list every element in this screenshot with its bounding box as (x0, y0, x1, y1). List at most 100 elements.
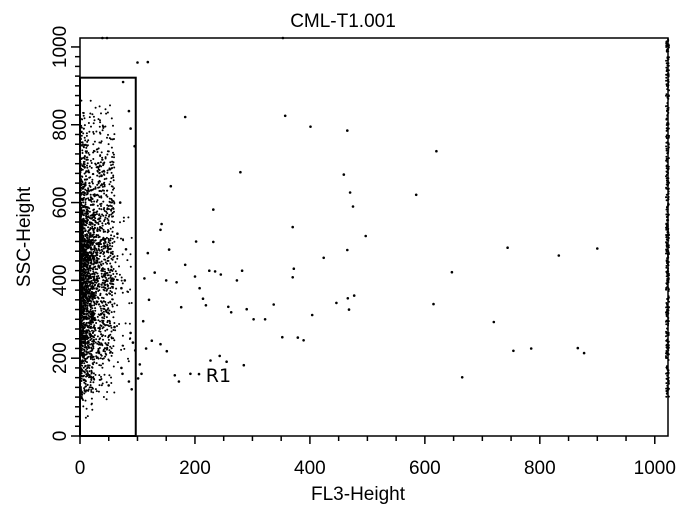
data-point (105, 112, 108, 115)
data-point (84, 416, 87, 419)
data-point (90, 389, 93, 391)
data-point (86, 415, 89, 418)
data-point (96, 148, 99, 151)
data-point (108, 359, 111, 362)
data-point (91, 282, 94, 285)
data-point (91, 298, 94, 301)
data-point (104, 303, 107, 306)
data-point (84, 365, 87, 368)
data-point (120, 237, 122, 240)
data-point (108, 214, 111, 216)
data-point (175, 281, 178, 284)
data-point (665, 372, 668, 375)
data-point (108, 319, 111, 322)
data-point (100, 272, 103, 275)
data-point (240, 269, 244, 273)
data-point (112, 283, 115, 286)
data-point (104, 342, 107, 345)
data-point (197, 372, 201, 376)
data-point (104, 270, 106, 273)
data-point (110, 234, 113, 237)
data-point (92, 338, 95, 341)
data-point (96, 210, 99, 213)
chart-title: CML-T1.001 (290, 11, 396, 32)
data-point (100, 226, 103, 229)
data-point (83, 307, 86, 310)
data-point (90, 162, 93, 164)
data-point (99, 263, 102, 266)
data-point (130, 388, 133, 391)
data-point (81, 149, 84, 152)
data-point (95, 200, 98, 203)
data-point (92, 300, 95, 303)
data-point (89, 255, 91, 258)
data-point (118, 265, 120, 268)
data-point (85, 134, 88, 137)
data-point (103, 255, 106, 258)
data-point (92, 391, 95, 394)
data-point (102, 228, 105, 231)
data-point (97, 248, 100, 250)
data-point (96, 268, 99, 271)
data-point (87, 256, 90, 259)
data-point (92, 259, 95, 262)
data-point (84, 323, 87, 326)
data-point (90, 254, 93, 257)
data-point (80, 377, 83, 380)
data-point (87, 317, 90, 320)
data-point (82, 332, 85, 335)
data-point (83, 124, 86, 127)
data-point (209, 359, 212, 362)
data-point (106, 262, 108, 265)
data-points (79, 36, 670, 419)
data-point (113, 133, 116, 136)
data-point (110, 205, 113, 208)
data-point (91, 113, 94, 116)
data-point (281, 335, 284, 339)
data-point (88, 210, 91, 213)
data-point (94, 329, 97, 332)
data-point (107, 287, 110, 290)
data-point (93, 278, 96, 281)
data-point (93, 119, 96, 122)
data-point (113, 194, 116, 197)
data-point (86, 338, 89, 341)
data-point (95, 338, 98, 341)
data-point (83, 330, 86, 333)
data-point (93, 224, 96, 227)
data-point (93, 245, 96, 247)
data-point (85, 193, 88, 196)
data-point (112, 329, 115, 331)
data-point (104, 276, 107, 279)
data-point (84, 358, 87, 360)
data-point (80, 304, 83, 307)
data-point (83, 136, 86, 139)
data-point (106, 344, 109, 347)
data-point (90, 189, 93, 192)
data-point (96, 251, 99, 254)
data-point (102, 357, 105, 360)
data-point (107, 143, 110, 146)
data-point (98, 378, 101, 381)
data-point (104, 350, 106, 353)
data-point (85, 258, 88, 261)
data-point (82, 223, 85, 226)
data-point (82, 186, 85, 189)
data-point (98, 217, 101, 220)
data-point (82, 341, 84, 344)
data-point (100, 112, 102, 115)
data-point (89, 355, 92, 358)
data-point (85, 293, 88, 296)
data-point (93, 302, 96, 305)
y-tick-label: 0 (50, 431, 71, 442)
data-point (92, 252, 95, 255)
data-point (89, 258, 92, 261)
data-point (113, 325, 116, 329)
data-point (104, 280, 107, 283)
data-point (84, 240, 87, 243)
data-point (105, 311, 108, 314)
data-point (87, 345, 90, 348)
data-point (97, 118, 100, 121)
data-point (100, 384, 103, 387)
data-point (227, 305, 230, 309)
